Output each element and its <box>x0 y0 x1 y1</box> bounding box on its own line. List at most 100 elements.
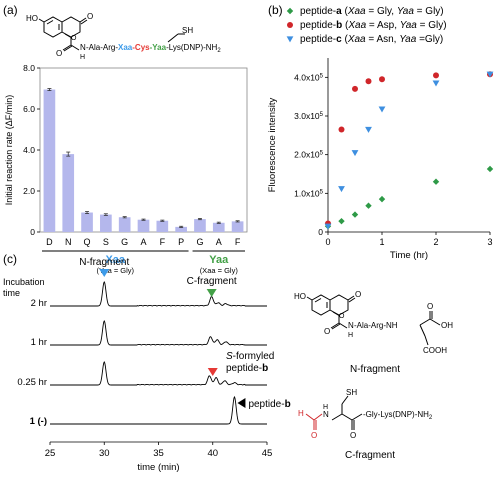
nfrag-sequence: -Ala-Arg-NH <box>354 321 398 330</box>
legend-text: peptide- <box>300 34 336 45</box>
chromatogram-trace <box>50 280 267 307</box>
struct-ho: HO <box>26 14 38 23</box>
x-tick-label: S <box>103 237 109 247</box>
nfrag-o-acid: O <box>427 302 433 311</box>
legend-text: Xaa <box>347 34 366 45</box>
y-tick-label: 4.0x105 <box>294 72 324 82</box>
data-point <box>486 71 494 78</box>
c-fragment-marker <box>206 289 217 297</box>
group-label: Xaa <box>105 254 125 266</box>
x-tick-label: 45 <box>262 448 273 459</box>
data-point <box>378 195 386 203</box>
y-tick-label: 0 <box>30 227 35 237</box>
data-point <box>352 85 358 92</box>
bar <box>43 89 56 233</box>
data-point <box>338 186 345 193</box>
y-tick-label: 2.0 <box>23 186 35 196</box>
legend-entry: peptide-b (Xaa = Asp, Yaa = Gly) <box>300 20 447 31</box>
n-fragment-annotation: N-fragment <box>79 257 129 268</box>
nfrag-label: N-fragment <box>350 364 400 375</box>
legend-text: b <box>336 20 342 31</box>
legend-text: = Gly, <box>366 6 397 17</box>
cfrag-n: N <box>323 410 329 419</box>
n-fragment-structure <box>306 294 441 346</box>
nfrag-o-ring: O <box>339 313 345 320</box>
data-point <box>433 72 439 79</box>
nfrag-cooh: COOH <box>423 346 447 355</box>
s-formyled-peptide: peptide- <box>226 363 262 374</box>
seq-dash-1: - <box>132 43 135 52</box>
y-tick-exponent: 5 <box>320 73 324 79</box>
chromatogram-trace <box>50 319 267 346</box>
peptide-b-annotation: peptide-b <box>248 399 290 410</box>
legend-marker <box>286 7 294 15</box>
legend-text: ( <box>342 34 349 45</box>
peptide-b-text: peptide- <box>248 399 284 410</box>
x-tick-label: 1 <box>379 237 384 247</box>
y-tick-mantissa: 3.0x10 <box>294 111 320 121</box>
legend-text: c <box>336 34 342 45</box>
bar <box>100 214 112 232</box>
x-tick-label: 35 <box>153 448 164 459</box>
data-point <box>486 165 494 173</box>
c-fragment-structure <box>305 395 363 430</box>
x-tick-label: 25 <box>45 448 56 459</box>
peptide-b-bold: b <box>285 399 291 410</box>
x-axis-title: Time (hr) <box>390 250 428 261</box>
x-tick-label: 30 <box>99 448 110 459</box>
legend-text: =Gly) <box>416 34 443 45</box>
s-formyled-s: S <box>226 351 233 362</box>
bar <box>194 219 206 232</box>
peptide-sequence: -Ala-Arg-Xaa-Cys-Yaa-Lys(DNP)-NH2 <box>86 43 221 54</box>
series-b <box>325 71 493 227</box>
nfrag-o-carbonyl: O <box>355 290 361 299</box>
bar <box>156 220 169 232</box>
seq-yaa: Yaa <box>152 43 166 52</box>
nfrag-o-amide: O <box>324 327 330 336</box>
bar <box>175 226 187 232</box>
bar <box>118 217 131 232</box>
x-tick-label: F <box>160 237 166 247</box>
y-tick-mantissa: 2.0x10 <box>294 150 320 160</box>
peptide-b-marker <box>237 398 246 408</box>
cfrag-h-formyl: H <box>298 409 304 418</box>
y-tick-label: 2.0x105 <box>294 150 324 160</box>
y-axis-title: Initial reaction rate (ΔF/min) <box>4 95 14 206</box>
bar <box>137 219 150 232</box>
trace-label: 1 (-) <box>30 416 47 427</box>
data-point <box>351 211 359 218</box>
data-point <box>432 80 440 87</box>
legend-text: Xaa <box>347 20 366 31</box>
legend-text: Xaa <box>347 6 366 17</box>
struct-o-ring: O <box>71 35 77 42</box>
panel-label-b: (b) <box>268 3 283 17</box>
seq-suffix: -Lys(DNP)-NH <box>166 43 217 52</box>
legend-text: ( <box>342 20 349 31</box>
y-tick-label: 1.0x105 <box>294 188 324 198</box>
panel-label-a: (a) <box>3 3 18 17</box>
seq-cys: Cys <box>135 43 150 52</box>
group-sublabel: (Yaa = Gly) <box>96 266 134 275</box>
y-tick-exponent: 5 <box>320 189 324 195</box>
s-formyled-b: b <box>262 363 268 374</box>
x-tick-label: Q <box>84 237 91 247</box>
data-point <box>365 126 372 133</box>
trace-label: 0.25 hr <box>17 377 47 388</box>
cfrag-label: C-fragment <box>345 450 395 461</box>
struct-h: H <box>80 54 85 61</box>
group-sublabel: (Xaa = Gly) <box>200 266 239 275</box>
c-fragment-annotation: C-fragment <box>187 276 237 287</box>
nfrag-h: H <box>348 332 353 339</box>
legend-entry: peptide-a (Xaa = Gly, Yaa = Gly) <box>300 6 444 17</box>
struct-o-amide: O <box>56 49 62 58</box>
coumarin-ring-b <box>61 16 81 38</box>
group-label: Yaa <box>209 254 229 266</box>
y-tick-exponent: 5 <box>320 151 324 157</box>
nfrag-oh: OH <box>441 321 453 330</box>
legend-text: Yaa <box>400 20 417 31</box>
row-header: Incubation <box>3 277 45 287</box>
struct-sh: SH <box>182 26 193 35</box>
